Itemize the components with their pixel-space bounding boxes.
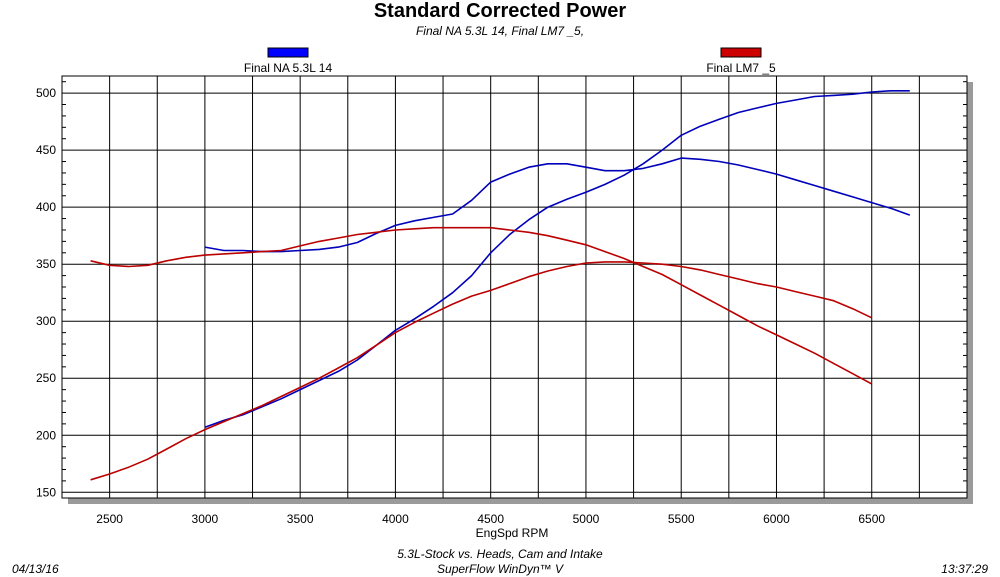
grid: [61, 75, 973, 504]
legend: Final NA 5.3L 14 Final LM7 _5: [244, 47, 776, 75]
y-tick-label: 450: [36, 143, 56, 157]
x-tick-label: 5000: [573, 512, 600, 526]
y-tick-label: 200: [36, 428, 56, 442]
y-tick-label: 500: [36, 86, 56, 100]
x-tick-label: 3000: [192, 512, 219, 526]
y-tick-label: 300: [36, 314, 56, 328]
x-axis-label: EngSpd RPM: [476, 526, 549, 540]
series-2-line-2: [90, 226, 873, 385]
series-2-line-1: [90, 261, 873, 481]
chart-subtitle: Final NA 5.3L 14, Final LM7 _5,: [415, 24, 585, 38]
series-1-line-1: [204, 90, 910, 429]
footer-date: 04/13/16: [12, 562, 59, 576]
legend-swatch-2: [720, 47, 762, 58]
y-tick-label: 350: [36, 257, 56, 271]
y-tick-label: 250: [36, 371, 56, 385]
y-tick-label: 400: [36, 200, 56, 214]
footer-software: SuperFlow WinDyn™ V: [437, 562, 563, 576]
x-tick-label: 6000: [763, 512, 790, 526]
plot-area: [62, 76, 967, 498]
series-1-line-2: [204, 157, 911, 253]
footer-description: 5.3L-Stock vs. Heads, Cam and Intake: [397, 547, 603, 561]
x-tick-label: 3500: [287, 512, 314, 526]
axes: 150 200 250 300 350 400 450 500 2500 3000 3500 4000…: [36, 86, 885, 526]
x-tick-label: 4000: [382, 512, 409, 526]
chart-title: Standard Corrected Power: [373, 0, 627, 22]
footer-time: 13:37:29: [941, 562, 988, 576]
legend-swatch-1: [267, 47, 309, 58]
legend-label-1: Final NA 5.3L 14: [244, 61, 333, 75]
y-tick-label: 150: [36, 485, 56, 499]
x-tick-label: 6500: [858, 512, 885, 526]
legend-label-2: Final LM7 _5: [706, 61, 776, 75]
x-tick-label: 2500: [96, 512, 123, 526]
x-tick-label: 5500: [668, 512, 695, 526]
x-tick-label: 4500: [477, 512, 504, 526]
series-layer: [90, 90, 911, 481]
plot-border: [61, 75, 968, 499]
